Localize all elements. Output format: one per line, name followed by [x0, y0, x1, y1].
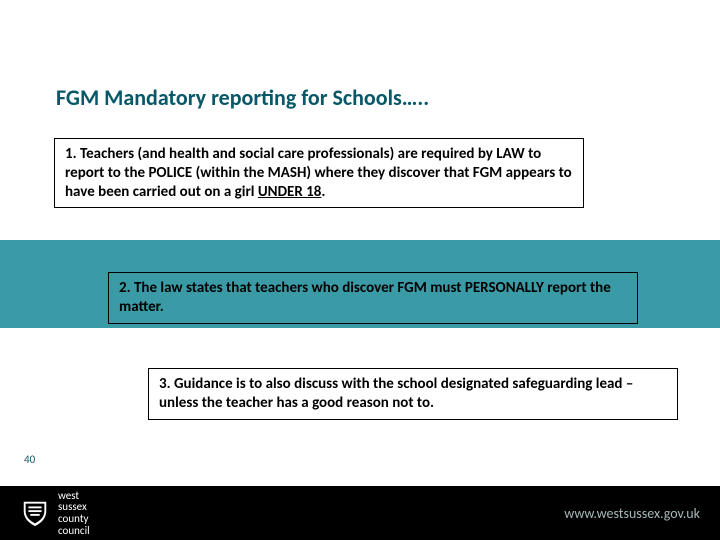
point-box-1: 1. Teachers (and health and social care … [54, 138, 584, 208]
footer-logo: west sussex county council [20, 490, 90, 536]
footer-url: www.westsussex.gov.uk [564, 505, 700, 522]
point-2-text: 2. The law states that teachers who disc… [119, 279, 611, 316]
point-box-2: 2. The law states that teachers who disc… [108, 272, 638, 324]
point-1-underlined: UNDER 18 [258, 183, 322, 201]
point-1-post: . [321, 183, 325, 201]
logo-line-3: county [58, 513, 90, 525]
crest-icon [20, 498, 50, 528]
point-box-3: 3. Guidance is to also discuss with the … [148, 368, 678, 420]
logo-line-4: council [58, 525, 90, 537]
slide-title: FGM Mandatory reporting for Schools….. [56, 84, 429, 111]
point-3-text: 3. Guidance is to also discuss with the … [159, 375, 633, 412]
slide: FGM Mandatory reporting for Schools….. 1… [0, 0, 720, 540]
footer-logo-text: west sussex county council [58, 490, 90, 536]
footer-bar: west sussex county council www.westsusse… [0, 486, 720, 540]
page-number: 40 [24, 453, 35, 466]
